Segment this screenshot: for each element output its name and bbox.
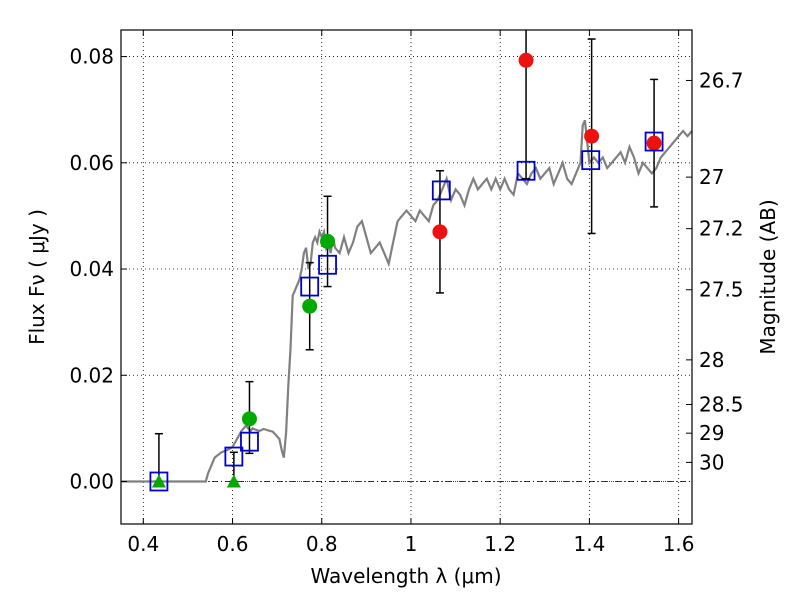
magnitude-tick-label: 27 xyxy=(699,165,724,189)
y-tick-label: 0.00 xyxy=(69,470,114,494)
green-data-point xyxy=(320,233,336,249)
upper-limit-marker xyxy=(226,474,241,488)
model-flux-box xyxy=(224,446,244,467)
tick-layer: 0.4 0.6 0.8 1 1.2 1.4 1.6 0.00 0.02 0.04 0.06 0.08 2… xyxy=(69,30,744,556)
x-tick-label: 0.4 xyxy=(127,532,159,556)
model-flux-box xyxy=(240,431,259,452)
magnitude-tick-label: 30 xyxy=(699,450,724,474)
model-flux-box xyxy=(516,160,536,181)
y-tick-label: 0.08 xyxy=(69,45,114,69)
x-tick-label: 1.4 xyxy=(573,532,605,556)
x-tick-label: 1 xyxy=(405,532,418,556)
model-flux-box xyxy=(300,276,320,297)
magnitude-tick-label: 26.7 xyxy=(699,68,744,92)
data-layer xyxy=(121,30,693,492)
green-data-point xyxy=(241,411,257,427)
y-tick-label: 0.06 xyxy=(69,151,114,175)
x-tick-label: 1.2 xyxy=(484,532,516,556)
magnitude-tick-label: 29 xyxy=(699,421,724,445)
y-tick-label: 0.02 xyxy=(69,363,114,387)
model-flux-box xyxy=(318,254,337,275)
red-data-point xyxy=(584,128,600,144)
model-flux-box xyxy=(431,180,451,201)
red-data-point xyxy=(518,52,534,68)
x-tick-label: 1.6 xyxy=(663,532,695,556)
magnitude-tick-label: 27.5 xyxy=(699,278,744,302)
magnitude-tick-label: 27.2 xyxy=(699,217,744,241)
model-flux-box xyxy=(149,471,169,492)
upper-limit-marker xyxy=(151,474,166,488)
plot-frame xyxy=(120,29,693,525)
x-axis-label: Wavelength λ (μm) xyxy=(310,564,501,588)
y-axis-label-left: Flux Fν ( μJy ) xyxy=(25,209,49,345)
model-flux-box xyxy=(581,150,601,171)
red-data-point xyxy=(432,224,448,240)
x-tick-label: 0.6 xyxy=(217,532,249,556)
model-flux-box xyxy=(644,131,664,152)
y-tick-label: 0.04 xyxy=(69,257,114,281)
red-data-point xyxy=(646,135,662,151)
green-data-point xyxy=(302,298,318,314)
magnitude-tick-label: 28.5 xyxy=(699,392,744,416)
grid-layer xyxy=(121,30,692,524)
x-tick-label: 0.8 xyxy=(306,532,338,556)
template-spectrum-line xyxy=(121,119,693,483)
magnitude-tick-label: 28 xyxy=(699,348,724,372)
y-axis-label-right: Magnitude (AB) xyxy=(756,199,780,354)
